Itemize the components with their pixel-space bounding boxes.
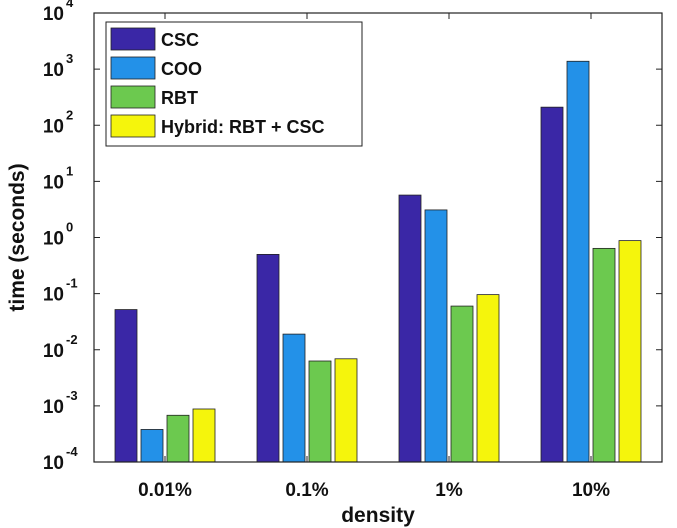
legend-swatch [110, 27, 156, 51]
y-tick-label: 10 [43, 285, 64, 306]
legend-label: RBT [161, 88, 198, 108]
y-tick-exponent: 3 [66, 51, 73, 66]
y-tick-label: 10 [43, 60, 64, 81]
bar-rbt-3 [592, 247, 616, 463]
y-tick-exponent: 4 [66, 0, 74, 10]
y-tick-exponent: 0 [66, 220, 73, 235]
y-tick-exponent: -3 [66, 388, 78, 403]
bar-rbt-0 [166, 414, 190, 463]
y-axis-title: time (seconds) [6, 163, 29, 311]
y-tick-label: 10 [43, 397, 64, 418]
bar-rbt-2 [450, 305, 474, 463]
bar-csc-0 [114, 309, 138, 463]
legend-swatch [110, 114, 156, 138]
y-tick-exponent: 2 [66, 107, 73, 122]
legend-swatch [110, 85, 156, 109]
bar-csc-3 [540, 106, 564, 463]
bar-csc-1 [256, 253, 280, 463]
y-tick-exponent: -4 [66, 444, 78, 459]
bar-hybrid-rbt-csc-3 [618, 240, 642, 463]
legend-label: Hybrid: RBT + CSC [161, 117, 325, 137]
y-tick-label: 10 [43, 4, 64, 25]
bar-hybrid-rbt-csc-2 [476, 294, 500, 463]
legend-label: CSC [161, 30, 199, 50]
bar-coo-3 [566, 60, 590, 463]
bar-coo-2 [424, 209, 448, 463]
y-tick-label: 10 [43, 341, 64, 362]
y-tick-exponent: -2 [66, 332, 78, 347]
y-tick-label: 10 [43, 453, 64, 474]
y-tick-label: 10 [43, 229, 64, 250]
bars-group [114, 60, 642, 463]
bar-coo-0 [140, 429, 164, 463]
bar-rbt-1 [308, 360, 332, 463]
legend-swatch [110, 56, 156, 80]
y-tick-exponent: 1 [66, 163, 73, 178]
y-tick-label: 10 [43, 116, 64, 137]
bar-hybrid-rbt-csc-1 [334, 358, 358, 463]
y-tick-exponent: -1 [66, 276, 78, 291]
bar-hybrid-rbt-csc-0 [192, 408, 216, 463]
x-tick-label: 0.01% [138, 480, 192, 501]
x-tick-label: 0.1% [285, 480, 328, 501]
bar-coo-1 [282, 333, 306, 463]
y-tick-label: 10 [43, 172, 64, 193]
legend: CSC COO RBT Hybrid: RBT + CSC [105, 21, 363, 147]
x-axis-title: density [341, 504, 415, 527]
bar-csc-2 [398, 194, 422, 463]
x-tick-label: 1% [435, 480, 463, 501]
legend-label: COO [161, 59, 202, 79]
x-axis: 0.01% 0.1% 1% 10% [138, 13, 610, 501]
x-tick-label: 10% [572, 480, 610, 501]
